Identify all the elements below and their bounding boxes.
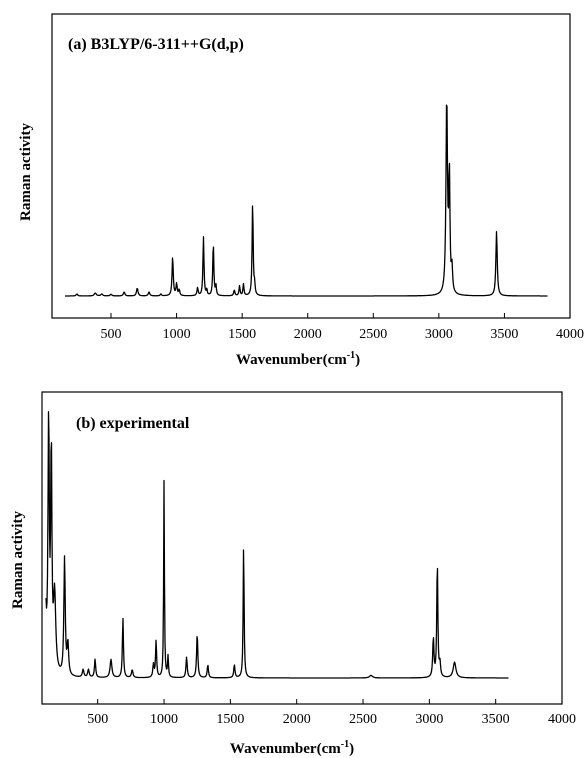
panel-b-x-tick-label-2500: 2500 [349, 712, 377, 727]
panel-b-x-tick-label-500: 500 [87, 712, 108, 727]
panel-a-title: (a) B3LYP/6-311++G(d,p) [68, 36, 244, 53]
panel-a-y-axis-label: Raman activity [18, 123, 34, 221]
panel-b-x-label-main: Wavenumber(cm [230, 741, 341, 757]
panel-a-x-tick-label-1500: 1500 [228, 327, 256, 342]
panel-b-x-axis-label: Wavenumber(cm-1) [230, 739, 354, 757]
panel-b-title: (b) experimental [76, 415, 190, 432]
panel-a-x-tick-label-4000: 4000 [556, 327, 584, 342]
panel-b-spectrum-line [45, 411, 509, 679]
panel-a-x-tick-label-3000: 3000 [425, 327, 453, 342]
panel-a-x-label-close: ) [355, 352, 360, 368]
panel-b-x-tick-label-1000: 1000 [150, 712, 178, 727]
panel-b-x-tick-label-4000: 4000 [548, 712, 576, 727]
panel-a-x-axis-label: Wavenumber(cm-1) [236, 350, 360, 368]
panel-b-x-tick-label-3000: 3000 [415, 712, 443, 727]
panel-a-x-tick-label-500: 500 [101, 327, 122, 342]
panel-b-x-tick-label-3500: 3500 [482, 712, 510, 727]
panel-a-x-tick-label-2500: 2500 [359, 327, 387, 342]
panel-b-x-tick-label-2000: 2000 [283, 712, 311, 727]
panel-b: (b) experimental Raman activity Wavenumb… [10, 391, 576, 757]
panel-a-x-label-main: Wavenumber(cm [236, 352, 347, 368]
panel-a-spectrum-line [64, 104, 548, 297]
panel-a-x-tick-label-2000: 2000 [294, 327, 322, 342]
panel-a: (a) B3LYP/6-311++G(d,p) Raman activity W… [18, 13, 584, 368]
panel-a-x-tick-label-1000: 1000 [163, 327, 191, 342]
panel-a-x-ticks: 500 1000 1500 2000 2500 3000 3500 4000 [101, 313, 584, 342]
panel-b-x-label-close: ) [349, 741, 354, 757]
panel-b-y-axis-label: Raman activity [10, 511, 26, 609]
panel-a-plot-frame [51, 13, 571, 319]
panel-b-x-label-superscript: -1 [341, 739, 349, 750]
panel-a-x-label-superscript: -1 [347, 350, 355, 361]
panel-a-x-tick-label-3500: 3500 [490, 327, 518, 342]
panel-b-plot-frame [41, 391, 563, 705]
panel-b-x-ticks: 500 1000 1500 2000 2500 3000 3500 4000 [87, 699, 576, 727]
panel-b-x-tick-label-1500: 1500 [216, 712, 244, 727]
